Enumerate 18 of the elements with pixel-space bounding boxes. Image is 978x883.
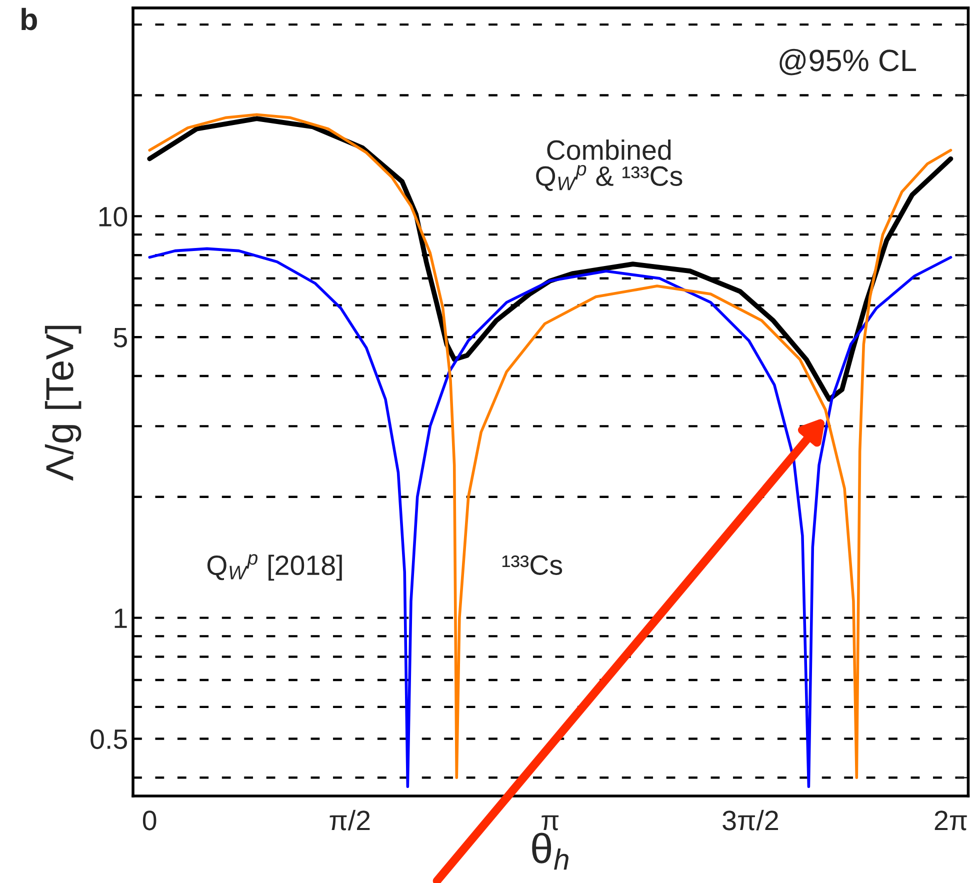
y-axis-title: Λ/g [TeV] (44, 326, 82, 481)
y-tick-label: 5 (114, 328, 127, 348)
y-tick-label: 0.5 (90, 729, 127, 750)
text: Combined Q$_{W}$$^{p}$ & ¹³³Cs (536, 140, 682, 191)
series-label: ¹³³Cs (502, 555, 562, 575)
line-series (148, 247, 952, 788)
y-tick-label: 10 (99, 206, 128, 227)
x-tick-label: π/2 (330, 810, 370, 830)
x-tick-label: π (542, 815, 559, 830)
text: b (22, 8, 37, 30)
x-tick-label: 3π/2 (722, 810, 778, 830)
line-series (148, 113, 952, 780)
x-tick-label: 0 (142, 810, 156, 830)
x-axis-title: θ$_{h}$ (532, 832, 568, 870)
x-tick-label: 2π (934, 810, 967, 830)
annotation: @95% CL (780, 48, 916, 76)
y-tick-label: 1 (114, 608, 127, 628)
text: Q$_{W}$$^{p}$ [2018] (207, 554, 342, 581)
